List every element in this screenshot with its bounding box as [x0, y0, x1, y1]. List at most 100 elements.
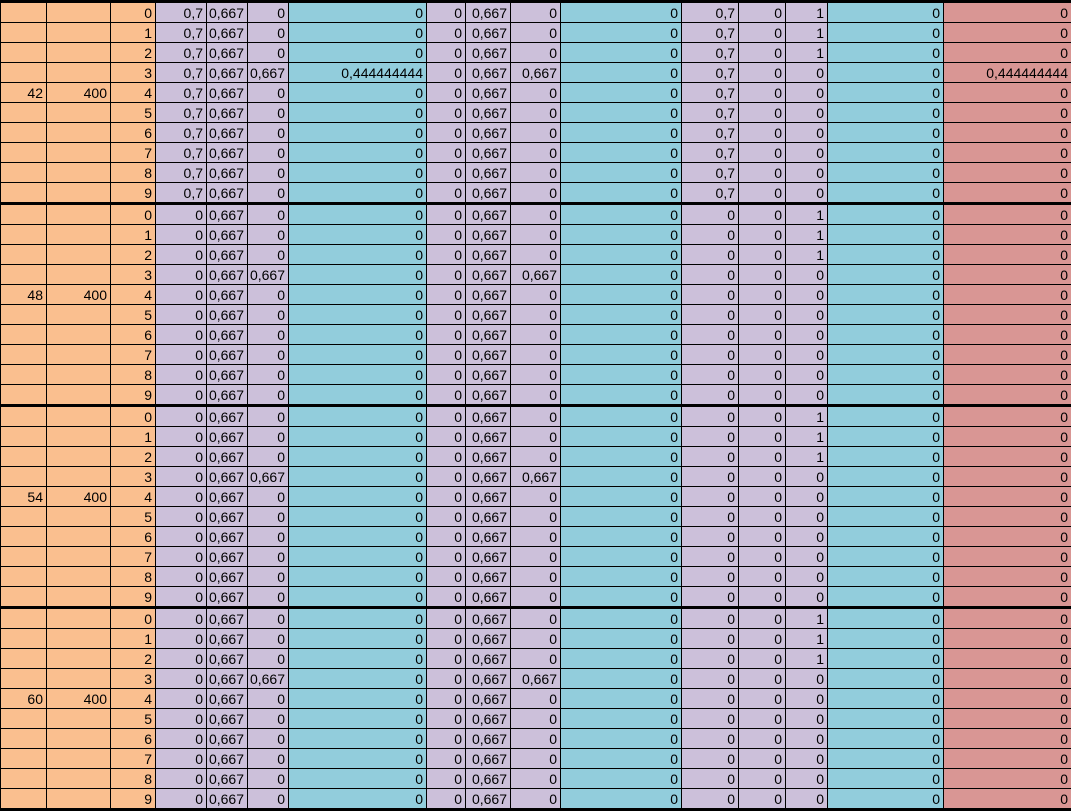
- cell[interactable]: 0: [289, 305, 427, 325]
- group-size-cell[interactable]: [47, 769, 111, 789]
- cell[interactable]: 0,7: [682, 2, 739, 23]
- row-index-cell[interactable]: 2: [111, 245, 156, 265]
- cell[interactable]: 0: [739, 63, 786, 83]
- cell[interactable]: 0: [739, 709, 786, 729]
- cell[interactable]: 0: [682, 427, 739, 447]
- group-value-cell[interactable]: [1, 345, 47, 365]
- cell[interactable]: 0: [427, 447, 466, 467]
- cell[interactable]: 0,667: [466, 567, 511, 587]
- cell[interactable]: 0,667: [207, 769, 248, 789]
- row-index-cell[interactable]: 7: [111, 749, 156, 769]
- group-size-cell[interactable]: [47, 669, 111, 689]
- cell[interactable]: 0,667: [207, 729, 248, 749]
- cell[interactable]: 0: [682, 527, 739, 547]
- group-size-cell[interactable]: [47, 649, 111, 669]
- cell[interactable]: 0: [511, 709, 561, 729]
- row-index-cell[interactable]: 3: [111, 265, 156, 285]
- group-value-cell[interactable]: [1, 265, 47, 285]
- cell[interactable]: 0: [786, 365, 828, 385]
- group-value-cell[interactable]: [1, 507, 47, 527]
- cell[interactable]: 0: [828, 769, 944, 789]
- cell[interactable]: 0: [511, 427, 561, 447]
- group-size-cell[interactable]: [47, 629, 111, 649]
- cell[interactable]: 0: [828, 789, 944, 810]
- row-index-cell[interactable]: 2: [111, 447, 156, 467]
- cell[interactable]: 0: [561, 427, 682, 447]
- cell[interactable]: 0: [944, 729, 1071, 749]
- cell[interactable]: 0: [561, 83, 682, 103]
- cell[interactable]: 0: [427, 325, 466, 345]
- cell[interactable]: 0: [248, 345, 289, 365]
- cell[interactable]: 0: [944, 789, 1071, 810]
- cell[interactable]: 0,667: [207, 83, 248, 103]
- cell[interactable]: 0: [561, 345, 682, 365]
- cell[interactable]: 0: [561, 23, 682, 43]
- cell[interactable]: 0: [561, 629, 682, 649]
- cell[interactable]: 0,667: [207, 2, 248, 23]
- cell[interactable]: 0,7: [156, 23, 207, 43]
- cell[interactable]: 0: [511, 629, 561, 649]
- cell[interactable]: 0,667: [207, 567, 248, 587]
- cell[interactable]: 0: [786, 63, 828, 83]
- cell[interactable]: 0,667: [207, 183, 248, 204]
- cell[interactable]: 0: [828, 669, 944, 689]
- cell[interactable]: 0: [289, 547, 427, 567]
- group-size-cell[interactable]: [47, 385, 111, 406]
- cell[interactable]: 0: [786, 305, 828, 325]
- group-value-cell[interactable]: [1, 769, 47, 789]
- cell[interactable]: 0: [561, 749, 682, 769]
- cell[interactable]: 0: [739, 204, 786, 225]
- cell[interactable]: 0: [248, 183, 289, 204]
- cell[interactable]: 0: [739, 2, 786, 23]
- cell[interactable]: 0: [828, 729, 944, 749]
- cell[interactable]: 0: [156, 547, 207, 567]
- cell[interactable]: 0: [786, 467, 828, 487]
- cell[interactable]: 0: [682, 204, 739, 225]
- group-value-cell[interactable]: [1, 608, 47, 629]
- cell[interactable]: 0: [561, 103, 682, 123]
- cell[interactable]: 0: [944, 183, 1071, 204]
- cell[interactable]: 0: [828, 2, 944, 23]
- cell[interactable]: 0: [828, 325, 944, 345]
- group-size-cell[interactable]: [47, 467, 111, 487]
- cell[interactable]: 0: [828, 447, 944, 467]
- cell[interactable]: 0: [427, 406, 466, 427]
- cell[interactable]: 0: [248, 729, 289, 749]
- cell[interactable]: 0,667: [466, 749, 511, 769]
- cell[interactable]: 0,667: [207, 43, 248, 63]
- cell[interactable]: 0: [156, 305, 207, 325]
- cell[interactable]: 0: [511, 729, 561, 749]
- group-size-cell[interactable]: [47, 245, 111, 265]
- cell[interactable]: 0: [944, 143, 1071, 163]
- cell[interactable]: 0,667: [207, 709, 248, 729]
- cell[interactable]: 0,667: [248, 63, 289, 83]
- cell[interactable]: 0,667: [207, 527, 248, 547]
- cell[interactable]: 0: [248, 608, 289, 629]
- cell[interactable]: 0: [739, 587, 786, 608]
- cell[interactable]: 0: [828, 709, 944, 729]
- row-index-cell[interactable]: 5: [111, 305, 156, 325]
- cell[interactable]: 0: [248, 285, 289, 305]
- cell[interactable]: 0: [786, 709, 828, 729]
- cell[interactable]: 0: [427, 43, 466, 63]
- cell[interactable]: 0,7: [682, 43, 739, 63]
- cell[interactable]: 0,667: [207, 507, 248, 527]
- group-value-cell[interactable]: [1, 385, 47, 406]
- cell[interactable]: 0: [739, 729, 786, 749]
- cell[interactable]: 0: [289, 345, 427, 365]
- cell[interactable]: 0: [786, 183, 828, 204]
- row-index-cell[interactable]: 9: [111, 789, 156, 810]
- cell[interactable]: 0: [739, 225, 786, 245]
- group-value-cell[interactable]: [1, 567, 47, 587]
- cell[interactable]: 0: [427, 527, 466, 547]
- cell[interactable]: 0: [561, 567, 682, 587]
- group-value-cell[interactable]: [1, 103, 47, 123]
- row-index-cell[interactable]: 9: [111, 183, 156, 204]
- cell[interactable]: 0,667: [207, 689, 248, 709]
- cell[interactable]: 0: [682, 649, 739, 669]
- cell[interactable]: 0: [828, 285, 944, 305]
- cell[interactable]: 0: [427, 225, 466, 245]
- cell[interactable]: 0: [828, 467, 944, 487]
- cell[interactable]: 0: [427, 507, 466, 527]
- cell[interactable]: 0: [682, 265, 739, 285]
